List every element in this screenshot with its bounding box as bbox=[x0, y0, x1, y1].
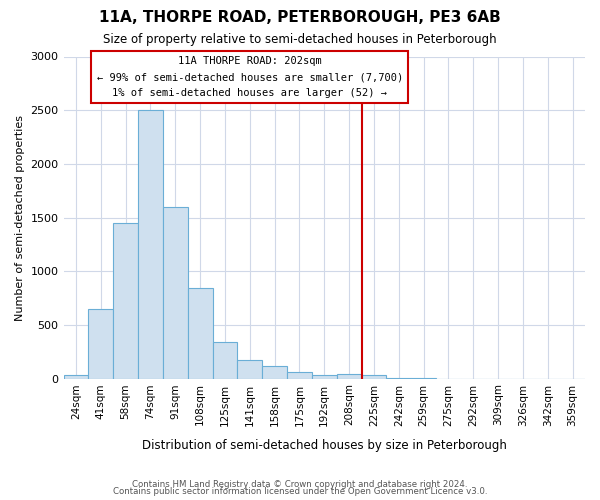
Bar bbox=[212, 342, 238, 378]
Bar bbox=[362, 376, 386, 378]
Text: Contains HM Land Registry data © Crown copyright and database right 2024.: Contains HM Land Registry data © Crown c… bbox=[132, 480, 468, 489]
Bar bbox=[238, 360, 262, 378]
Text: 11A, THORPE ROAD, PETERBOROUGH, PE3 6AB: 11A, THORPE ROAD, PETERBOROUGH, PE3 6AB bbox=[99, 10, 501, 25]
Bar bbox=[287, 372, 312, 378]
Text: Contains public sector information licensed under the Open Government Licence v3: Contains public sector information licen… bbox=[113, 488, 487, 496]
Bar bbox=[337, 374, 362, 378]
Bar bbox=[312, 376, 337, 378]
Bar bbox=[64, 376, 88, 378]
Bar bbox=[113, 223, 138, 378]
X-axis label: Distribution of semi-detached houses by size in Peterborough: Distribution of semi-detached houses by … bbox=[142, 440, 507, 452]
Bar bbox=[88, 309, 113, 378]
Bar bbox=[138, 110, 163, 378]
Bar bbox=[188, 288, 212, 378]
Bar bbox=[262, 366, 287, 378]
Text: 11A THORPE ROAD: 202sqm
← 99% of semi-detached houses are smaller (7,700)
1% of : 11A THORPE ROAD: 202sqm ← 99% of semi-de… bbox=[97, 56, 403, 98]
Bar bbox=[163, 207, 188, 378]
Text: Size of property relative to semi-detached houses in Peterborough: Size of property relative to semi-detach… bbox=[103, 32, 497, 46]
Y-axis label: Number of semi-detached properties: Number of semi-detached properties bbox=[15, 114, 25, 320]
